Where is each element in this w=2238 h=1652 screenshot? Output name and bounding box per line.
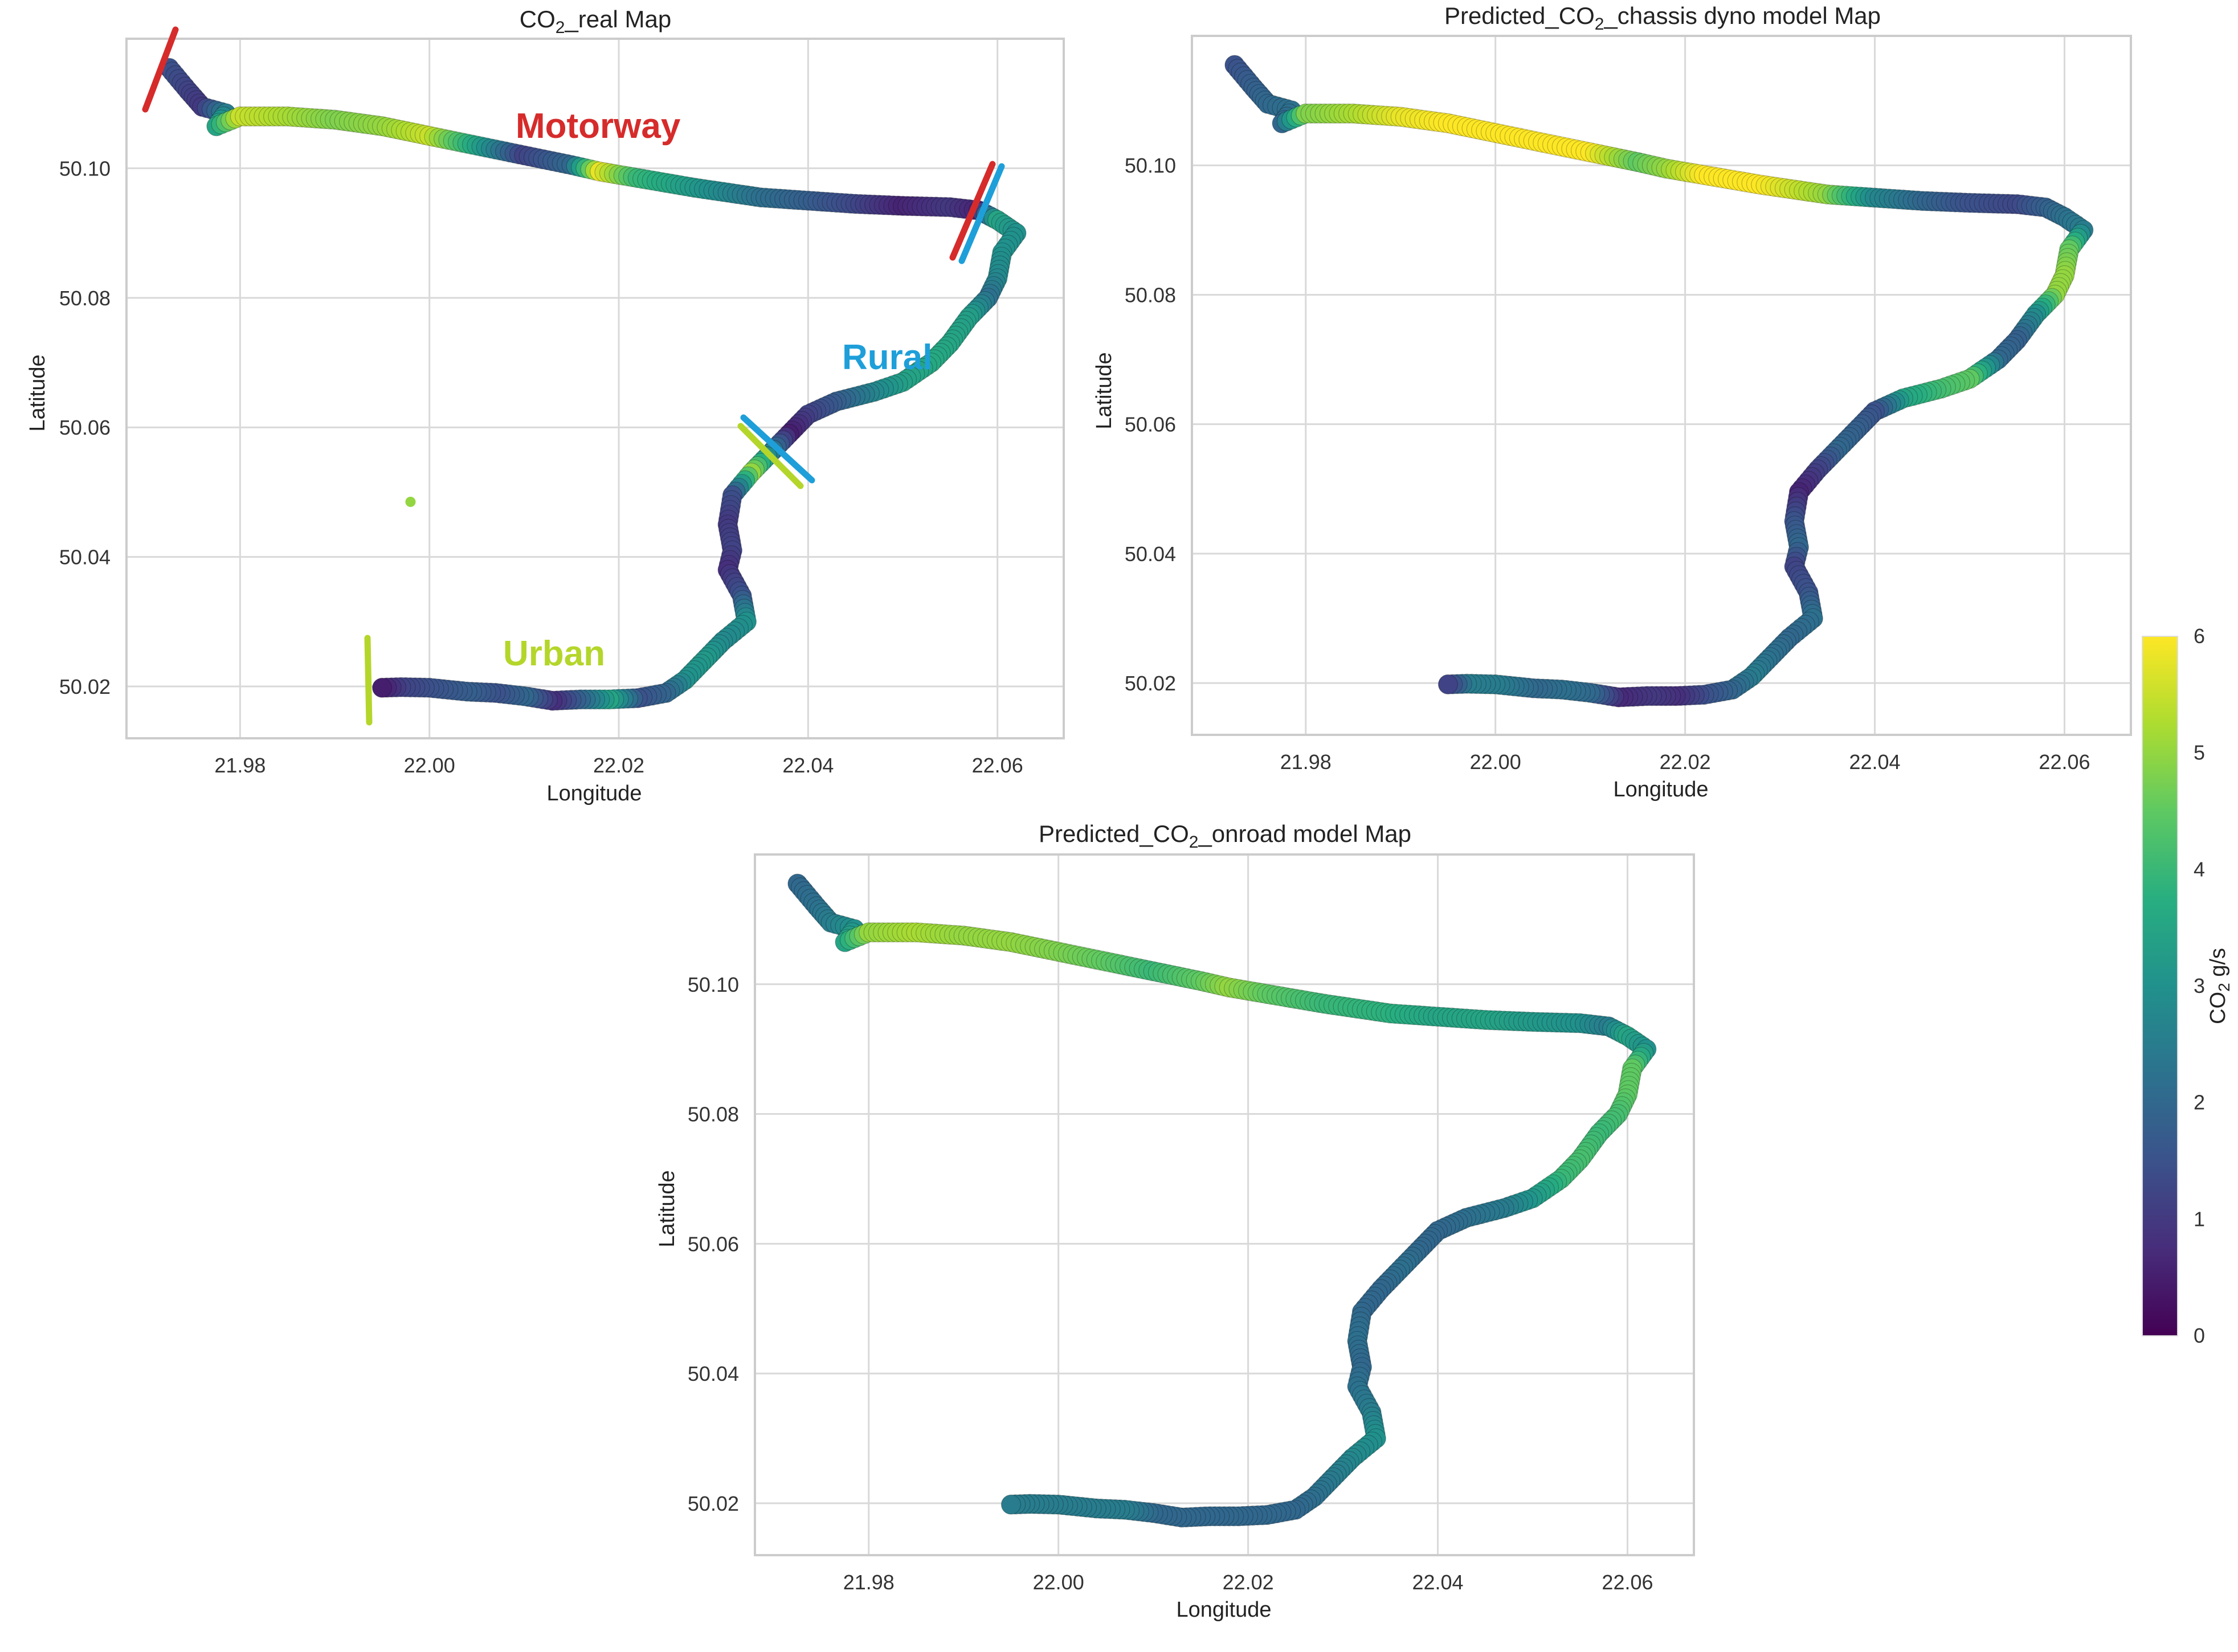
data-point (372, 677, 393, 698)
chart-title-chassis-dyno: Predicted_CO2_chassis dyno model Map (1444, 2, 1881, 34)
motorway-start-marker (142, 26, 179, 113)
colorbar-tick-label: 5 (2194, 741, 2205, 764)
x-tick-label: 21.98 (1280, 750, 1332, 774)
y-tick-label: 50.04 (1125, 542, 1176, 566)
x-axis-label: Longitude (1177, 1598, 1272, 1622)
x-tick-label: 22.06 (972, 754, 1023, 777)
y-axis-label: Latitude (655, 1170, 679, 1247)
x-tick-label: 22.00 (1470, 750, 1521, 774)
colorbar: 0 1 2 3 4 5 6 CO2 g/s (2142, 624, 2233, 1347)
urban-end-marker (364, 635, 373, 726)
plot-frame (1191, 35, 2132, 736)
gridlines (1192, 36, 2131, 735)
y-tick-label: 50.10 (688, 973, 739, 996)
panel-co2-real: CO2_real Map 21.98 22.00 22.02 22.04 22.06 5… (26, 6, 1065, 805)
x-tick-labels: 21.98 22.00 22.02 22.04 22.06 (843, 1571, 1653, 1594)
chart-title-co2-real: CO2_real Map (520, 6, 671, 37)
x-tick-label: 22.02 (593, 754, 644, 777)
y-tick-label: 50.10 (59, 157, 111, 180)
x-tick-labels: 21.98 22.00 22.02 22.04 22.06 (214, 754, 1023, 777)
x-tick-label: 21.98 (843, 1571, 895, 1594)
x-tick-labels: 21.98 22.00 22.02 22.04 22.06 (1280, 750, 2090, 774)
urban-label: Urban (503, 634, 605, 673)
gridlines (755, 854, 1694, 1555)
x-tick-label: 22.02 (1223, 1571, 1274, 1594)
y-tick-label: 50.06 (59, 416, 111, 439)
data-points (159, 58, 1027, 711)
colorbar-tick-labels: 0 1 2 3 4 5 6 (2194, 624, 2205, 1347)
x-tick-label: 22.00 (1033, 1571, 1084, 1594)
outlier-point (405, 496, 416, 507)
x-tick-label: 22.04 (1412, 1571, 1463, 1594)
motorway-label: Motorway (516, 107, 681, 146)
y-tick-label: 50.08 (59, 287, 111, 310)
colorbar-label: CO2 g/s (2206, 948, 2233, 1024)
rural-label: Rural (842, 338, 932, 377)
colorbar-tick-label: 3 (2194, 974, 2205, 997)
colorbar-tick-label: 6 (2194, 624, 2205, 648)
gridlines (126, 39, 1064, 738)
y-tick-label: 50.04 (688, 1362, 739, 1385)
colorbar-tick-label: 1 (2194, 1207, 2205, 1230)
x-tick-label: 22.02 (1660, 750, 1711, 774)
colorbar-tick-label: 2 (2194, 1091, 2205, 1114)
y-tick-label: 50.04 (59, 546, 111, 569)
x-tick-label: 22.04 (782, 754, 834, 777)
colorbar-tick-label: 4 (2194, 857, 2205, 881)
colorbar-tick-label: 0 (2194, 1324, 2205, 1347)
y-tick-label: 50.06 (1125, 413, 1176, 436)
y-axis-label: Latitude (26, 354, 50, 431)
x-tick-label: 22.06 (2039, 750, 2090, 774)
y-tick-label: 50.08 (688, 1103, 739, 1126)
colorbar-gradient (2142, 636, 2178, 1336)
plot-frame (754, 853, 1695, 1556)
y-tick-labels: 50.02 50.04 50.06 50.08 50.10 (59, 157, 111, 698)
panel-onroad: Predicted_CO2_onroad model Map 21.98 22.0… (655, 820, 1695, 1622)
chart-title-onroad: Predicted_CO2_onroad model Map (1039, 820, 1411, 852)
y-tick-label: 50.06 (688, 1232, 739, 1256)
plot-frame (125, 38, 1065, 739)
urban-start-marker (737, 423, 804, 489)
panel-chassis-dyno: Predicted_CO2_chassis dyno model Map 21.… (1092, 2, 2132, 802)
data-point (1437, 674, 1459, 694)
x-tick-label: 22.06 (1602, 1571, 1653, 1594)
y-tick-label: 50.02 (688, 1492, 739, 1515)
y-tick-label: 50.10 (1125, 154, 1176, 177)
rural-end-marker (740, 414, 815, 484)
y-tick-label: 50.08 (1125, 283, 1176, 306)
y-tick-labels: 50.02 50.04 50.06 50.08 50.10 (1125, 154, 1176, 695)
x-tick-label: 21.98 (214, 754, 266, 777)
motorway-end-marker (949, 161, 996, 261)
y-axis-label: Latitude (1092, 352, 1116, 429)
y-tick-labels: 50.02 50.04 50.06 50.08 50.10 (688, 973, 739, 1515)
rural-start-marker (958, 163, 1005, 264)
data-points (787, 873, 1657, 1528)
data-point (1000, 1494, 1022, 1515)
y-tick-label: 50.02 (59, 675, 111, 698)
x-tick-label: 22.00 (404, 754, 455, 777)
x-axis-label: Longitude (547, 782, 642, 805)
data-points (1224, 55, 2094, 708)
x-axis-label: Longitude (1614, 778, 1709, 802)
x-tick-label: 22.04 (1849, 750, 1900, 774)
y-tick-label: 50.02 (1125, 672, 1176, 695)
